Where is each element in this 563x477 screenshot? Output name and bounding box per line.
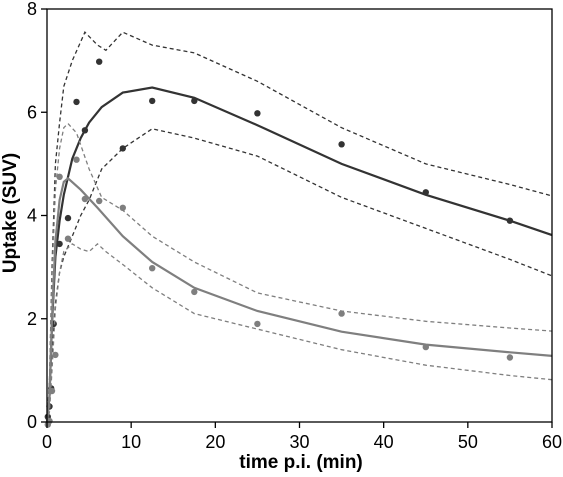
x-axis-title: time p.i. (min): [239, 452, 363, 473]
x-tick-label: 50: [458, 432, 478, 452]
y-axis-title: Uptake (SUV): [0, 153, 21, 273]
series-2-point: [81, 195, 89, 203]
series-2-point: [149, 265, 156, 272]
plot-frame: [46, 8, 553, 423]
series-2-point: [73, 156, 80, 163]
y-tick-label: 6: [27, 102, 37, 122]
series-1-point: [119, 145, 127, 152]
series-1-point: [506, 217, 514, 224]
series-1-point: [81, 127, 89, 134]
series-1-point: [73, 98, 80, 106]
x-tick-label: 10: [121, 432, 141, 452]
series-2-point: [191, 288, 198, 296]
series-1-point: [56, 240, 63, 248]
series-2-point: [96, 197, 103, 205]
series-2-point: [254, 320, 261, 328]
x-tick-label: 20: [205, 432, 225, 452]
y-tick-label: 0: [27, 412, 37, 432]
series-1-lower-bound: [46, 128, 553, 423]
x-tick-label: 30: [289, 432, 309, 452]
series-1-point: [422, 189, 429, 196]
axis-layer: 0 10 20 30 40 50 60 0 2 4 6 8: [27, 0, 562, 452]
x-tick-label: 40: [374, 432, 394, 452]
series-1-upper-bound: [46, 31, 553, 423]
series-2-point: [422, 343, 429, 351]
series-layer: [44, 31, 553, 428]
x-tick-label: 60: [542, 432, 562, 452]
series-2-lower-bound: [46, 243, 553, 423]
series-2-point: [338, 310, 345, 317]
series-1-point: [254, 110, 261, 117]
series-1-point: [96, 58, 103, 65]
series-1-point: [191, 97, 198, 105]
series-2-point: [64, 235, 72, 242]
x-tick-label: 0: [42, 432, 52, 452]
y-tick-label: 2: [27, 309, 37, 329]
y-tick-label: 8: [27, 0, 37, 19]
series-1: [44, 31, 553, 423]
series-1-point: [64, 214, 72, 222]
series-2-upper-bound: [46, 122, 553, 423]
series-1-fit-line: [45, 86, 553, 423]
y-tick-label: 4: [27, 206, 37, 226]
series-2-point: [48, 387, 56, 395]
series-1-point: [149, 97, 156, 105]
series-2-point: [52, 351, 59, 359]
series-2-point: [506, 354, 514, 361]
series-1-point: [338, 141, 345, 148]
series-2: [44, 122, 553, 428]
series-2-point: [119, 204, 127, 211]
series-2-fit-line: [45, 176, 553, 423]
series-2-point: [56, 173, 63, 180]
